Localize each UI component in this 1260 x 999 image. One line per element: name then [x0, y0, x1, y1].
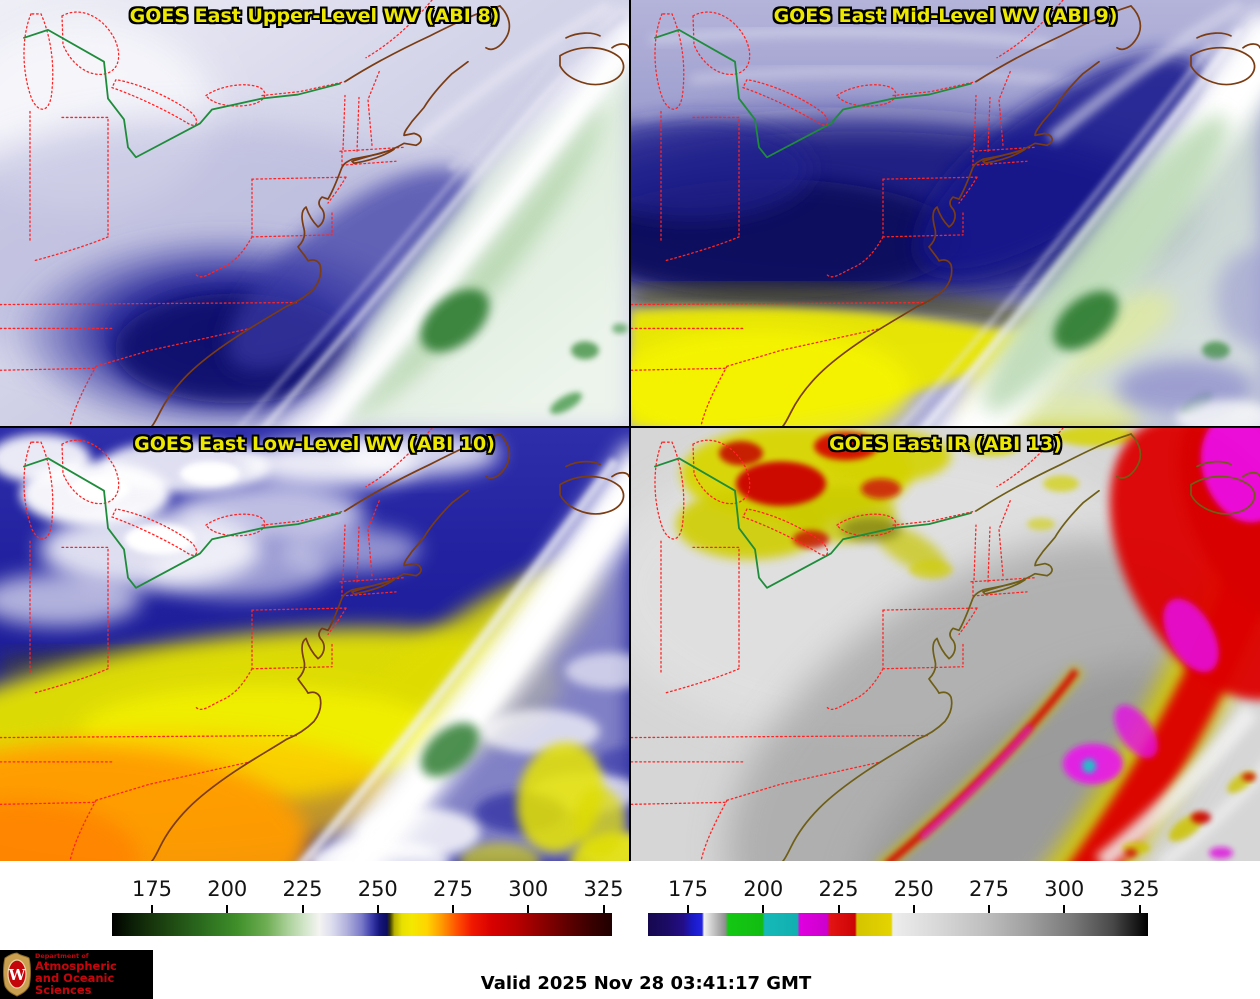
panel-title-abi8: GOES East Upper-Level WV (ABI 8) — [129, 5, 500, 27]
colorbar-tick — [301, 905, 304, 913]
satellite-image-abi13-ir — [631, 428, 1260, 861]
colorbar-tick — [452, 905, 454, 913]
colorbar-tick — [226, 905, 229, 913]
satellite-quad-view: GOES East Upper-Level WV (ABI 8) — [0, 0, 1260, 861]
colorbar-tick-label: 175 — [667, 877, 709, 901]
valid-timestamp: Valid 2025 Nov 28 03:41:17 GMT — [480, 973, 812, 994]
colorbar-tick — [1138, 905, 1141, 913]
colorbar-tick-label: 300 — [508, 877, 549, 901]
colorbar-tick-label: 200 — [207, 877, 248, 901]
uw-aos-logo: W Department of Atmospheric and Oceanic … — [0, 950, 153, 999]
colorbar-tick-label: 200 — [743, 877, 784, 901]
colorbar-tick-label: 250 — [357, 877, 398, 901]
colorbar-tick-label: 175 — [131, 877, 173, 901]
satellite-image-abi8-wv — [0, 0, 629, 426]
colorbar-tick-label: 325 — [1119, 877, 1160, 901]
colorbar-tick-label: 250 — [893, 877, 934, 901]
colorbar-tick — [151, 905, 153, 913]
legend-footer: 175 200 225 250 275 300 325 175 200 225 250 275 300… — [0, 861, 1260, 999]
colorbar-tick — [527, 905, 530, 913]
water-vapor-colorbar: 175 200 225 250 275 300 325 — [112, 877, 624, 957]
panel-abi8: GOES East Upper-Level WV (ABI 8) — [0, 0, 629, 426]
colorbar-tick-label: 325 — [583, 877, 624, 901]
panel-abi9: GOES East Mid-Level WV (ABI 9) — [631, 0, 1260, 426]
infrared-colorbar-ticks — [648, 905, 1148, 913]
panel-title-abi9: GOES East Mid-Level WV (ABI 9) — [773, 5, 1118, 27]
logo-name-line1: Atmospheric — [35, 958, 117, 973]
colorbar-tick — [1063, 905, 1066, 913]
infrared-colorbar-gradient — [648, 913, 1148, 936]
uw-crest-icon: W — [3, 952, 31, 997]
colorbar-tick — [912, 905, 915, 913]
satellite-image-abi10-wv — [0, 428, 629, 861]
logo-text: Department of Atmospheric and Oceanic Sc… — [35, 953, 153, 996]
colorbar-tick — [602, 905, 605, 913]
colorbar-tick — [837, 905, 840, 913]
logo-name-line2: and Oceanic Sciences — [35, 970, 115, 997]
crest-letter: W — [8, 966, 27, 984]
infrared-colorbar: 175 200 225 250 275 300 325 — [648, 877, 1160, 957]
colorbar-tick-label: 225 — [818, 877, 859, 901]
logo-dept-line: Department of — [35, 952, 89, 960]
water-vapor-colorbar-ticks — [112, 905, 612, 913]
colorbar-tick-label: 300 — [1044, 877, 1085, 901]
panel-abi13: GOES East IR (ABI 13) — [631, 428, 1260, 861]
colorbar-tick — [687, 905, 689, 913]
colorbar-tick — [988, 905, 990, 913]
panel-abi10: GOES East Low-Level WV (ABI 10) — [0, 428, 629, 861]
water-vapor-colorbar-gradient — [112, 913, 612, 936]
panel-title-abi10: GOES East Low-Level WV (ABI 10) — [134, 433, 495, 455]
colorbar-tick-label: 275 — [968, 877, 1010, 901]
colorbar-tick-label: 225 — [282, 877, 323, 901]
colorbar-tick-label: 275 — [432, 877, 474, 901]
water-vapor-colorbar-labels: 175 200 225 250 275 300 325 — [112, 877, 624, 905]
colorbar-tick — [376, 905, 379, 913]
infrared-colorbar-labels: 175 200 225 250 275 300 325 — [648, 877, 1160, 905]
panel-title-abi13: GOES East IR (ABI 13) — [829, 433, 1062, 455]
satellite-image-abi9-wv — [631, 0, 1260, 426]
colorbar-tick — [762, 905, 765, 913]
